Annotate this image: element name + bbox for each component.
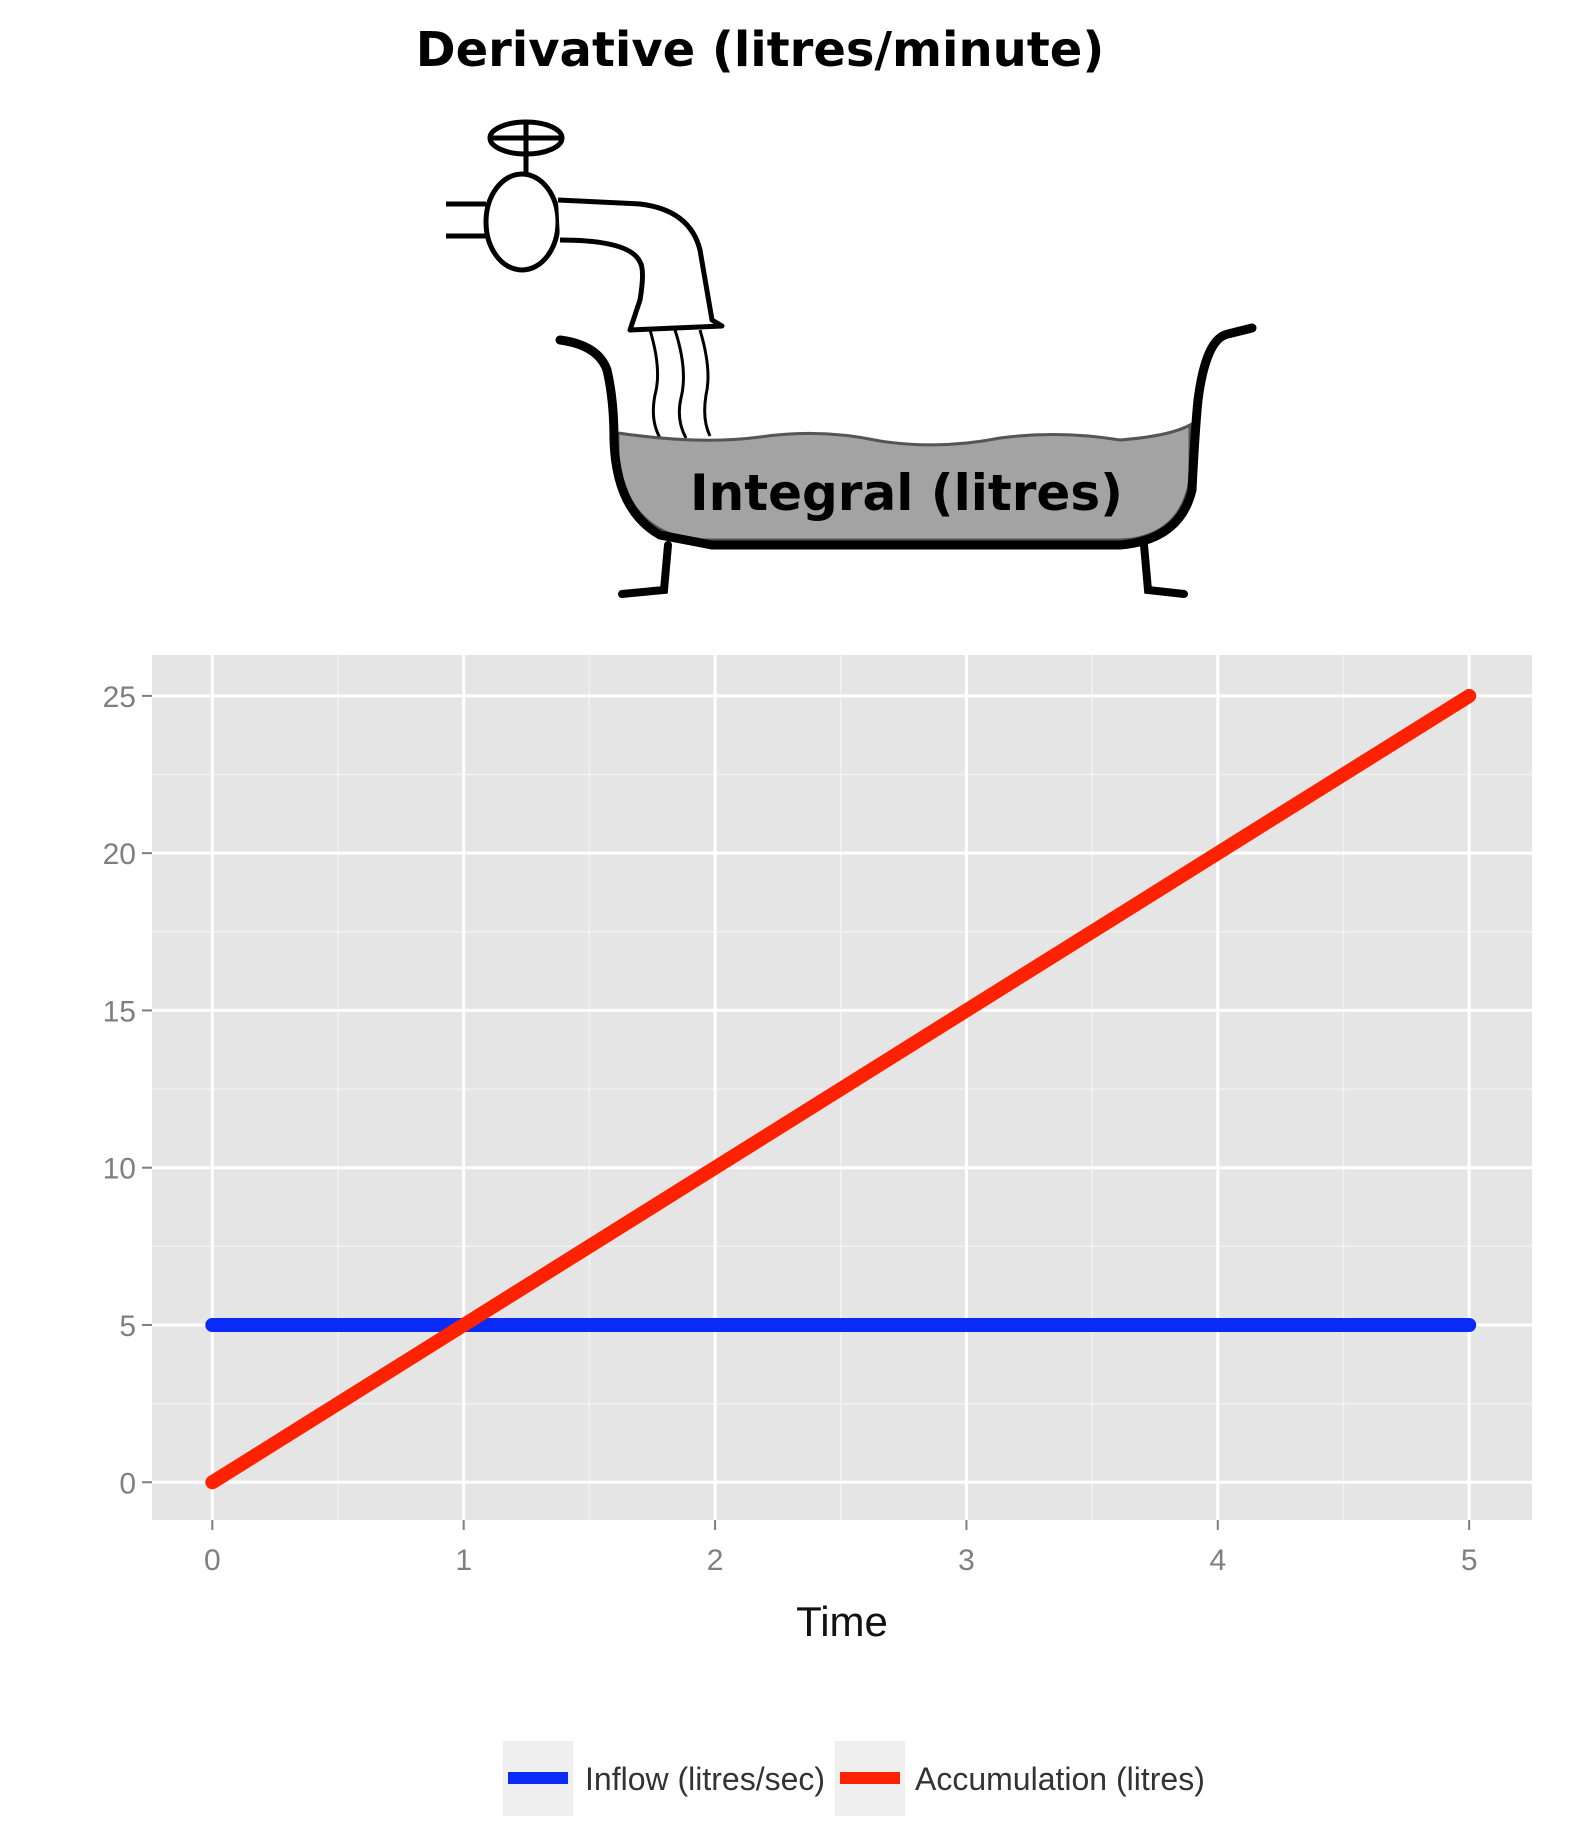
x-tick-label: 0: [204, 1544, 221, 1577]
x-tick-label: 3: [958, 1544, 975, 1577]
legend-key-accumulation: [840, 1772, 900, 1784]
tap-icon: [446, 119, 725, 333]
legend: Inflow (litres/sec) Accumulation (litres…: [503, 1741, 1205, 1816]
x-axis-ticks: 0 1 2 3 4 5: [204, 1520, 1478, 1577]
tap-and-bathtub-illustration: [446, 119, 1257, 598]
tub-label: Integral (litres): [690, 464, 1123, 522]
series-lines: [205, 688, 1477, 1490]
x-tick-label: 5: [1461, 1544, 1478, 1577]
bathtub-icon: [555, 323, 1257, 598]
y-tick-label: 25: [103, 681, 136, 714]
legend-key-inflow: [508, 1772, 568, 1784]
y-tick-label: 10: [103, 1153, 136, 1186]
x-tick-label: 4: [1209, 1544, 1226, 1577]
x-tick-label: 2: [707, 1544, 724, 1577]
y-tick-label: 0: [119, 1467, 136, 1500]
y-tick-label: 15: [103, 995, 136, 1028]
x-tick-label: 1: [455, 1544, 472, 1577]
y-axis-ticks: 0 5 10 15 20 25: [103, 681, 152, 1500]
series-line-accumulation: [205, 688, 1477, 1490]
water-stream: [648, 329, 712, 439]
y-tick-label: 5: [119, 1310, 136, 1343]
x-axis-title: Time: [796, 1598, 888, 1645]
legend-label-inflow: Inflow (litres/sec): [585, 1761, 825, 1797]
illustration-title: Derivative (litres/minute): [415, 22, 1105, 78]
legend-label-accumulation: Accumulation (litres): [915, 1761, 1205, 1797]
y-tick-label: 20: [103, 838, 136, 871]
minor-gridlines: [152, 655, 1532, 1520]
